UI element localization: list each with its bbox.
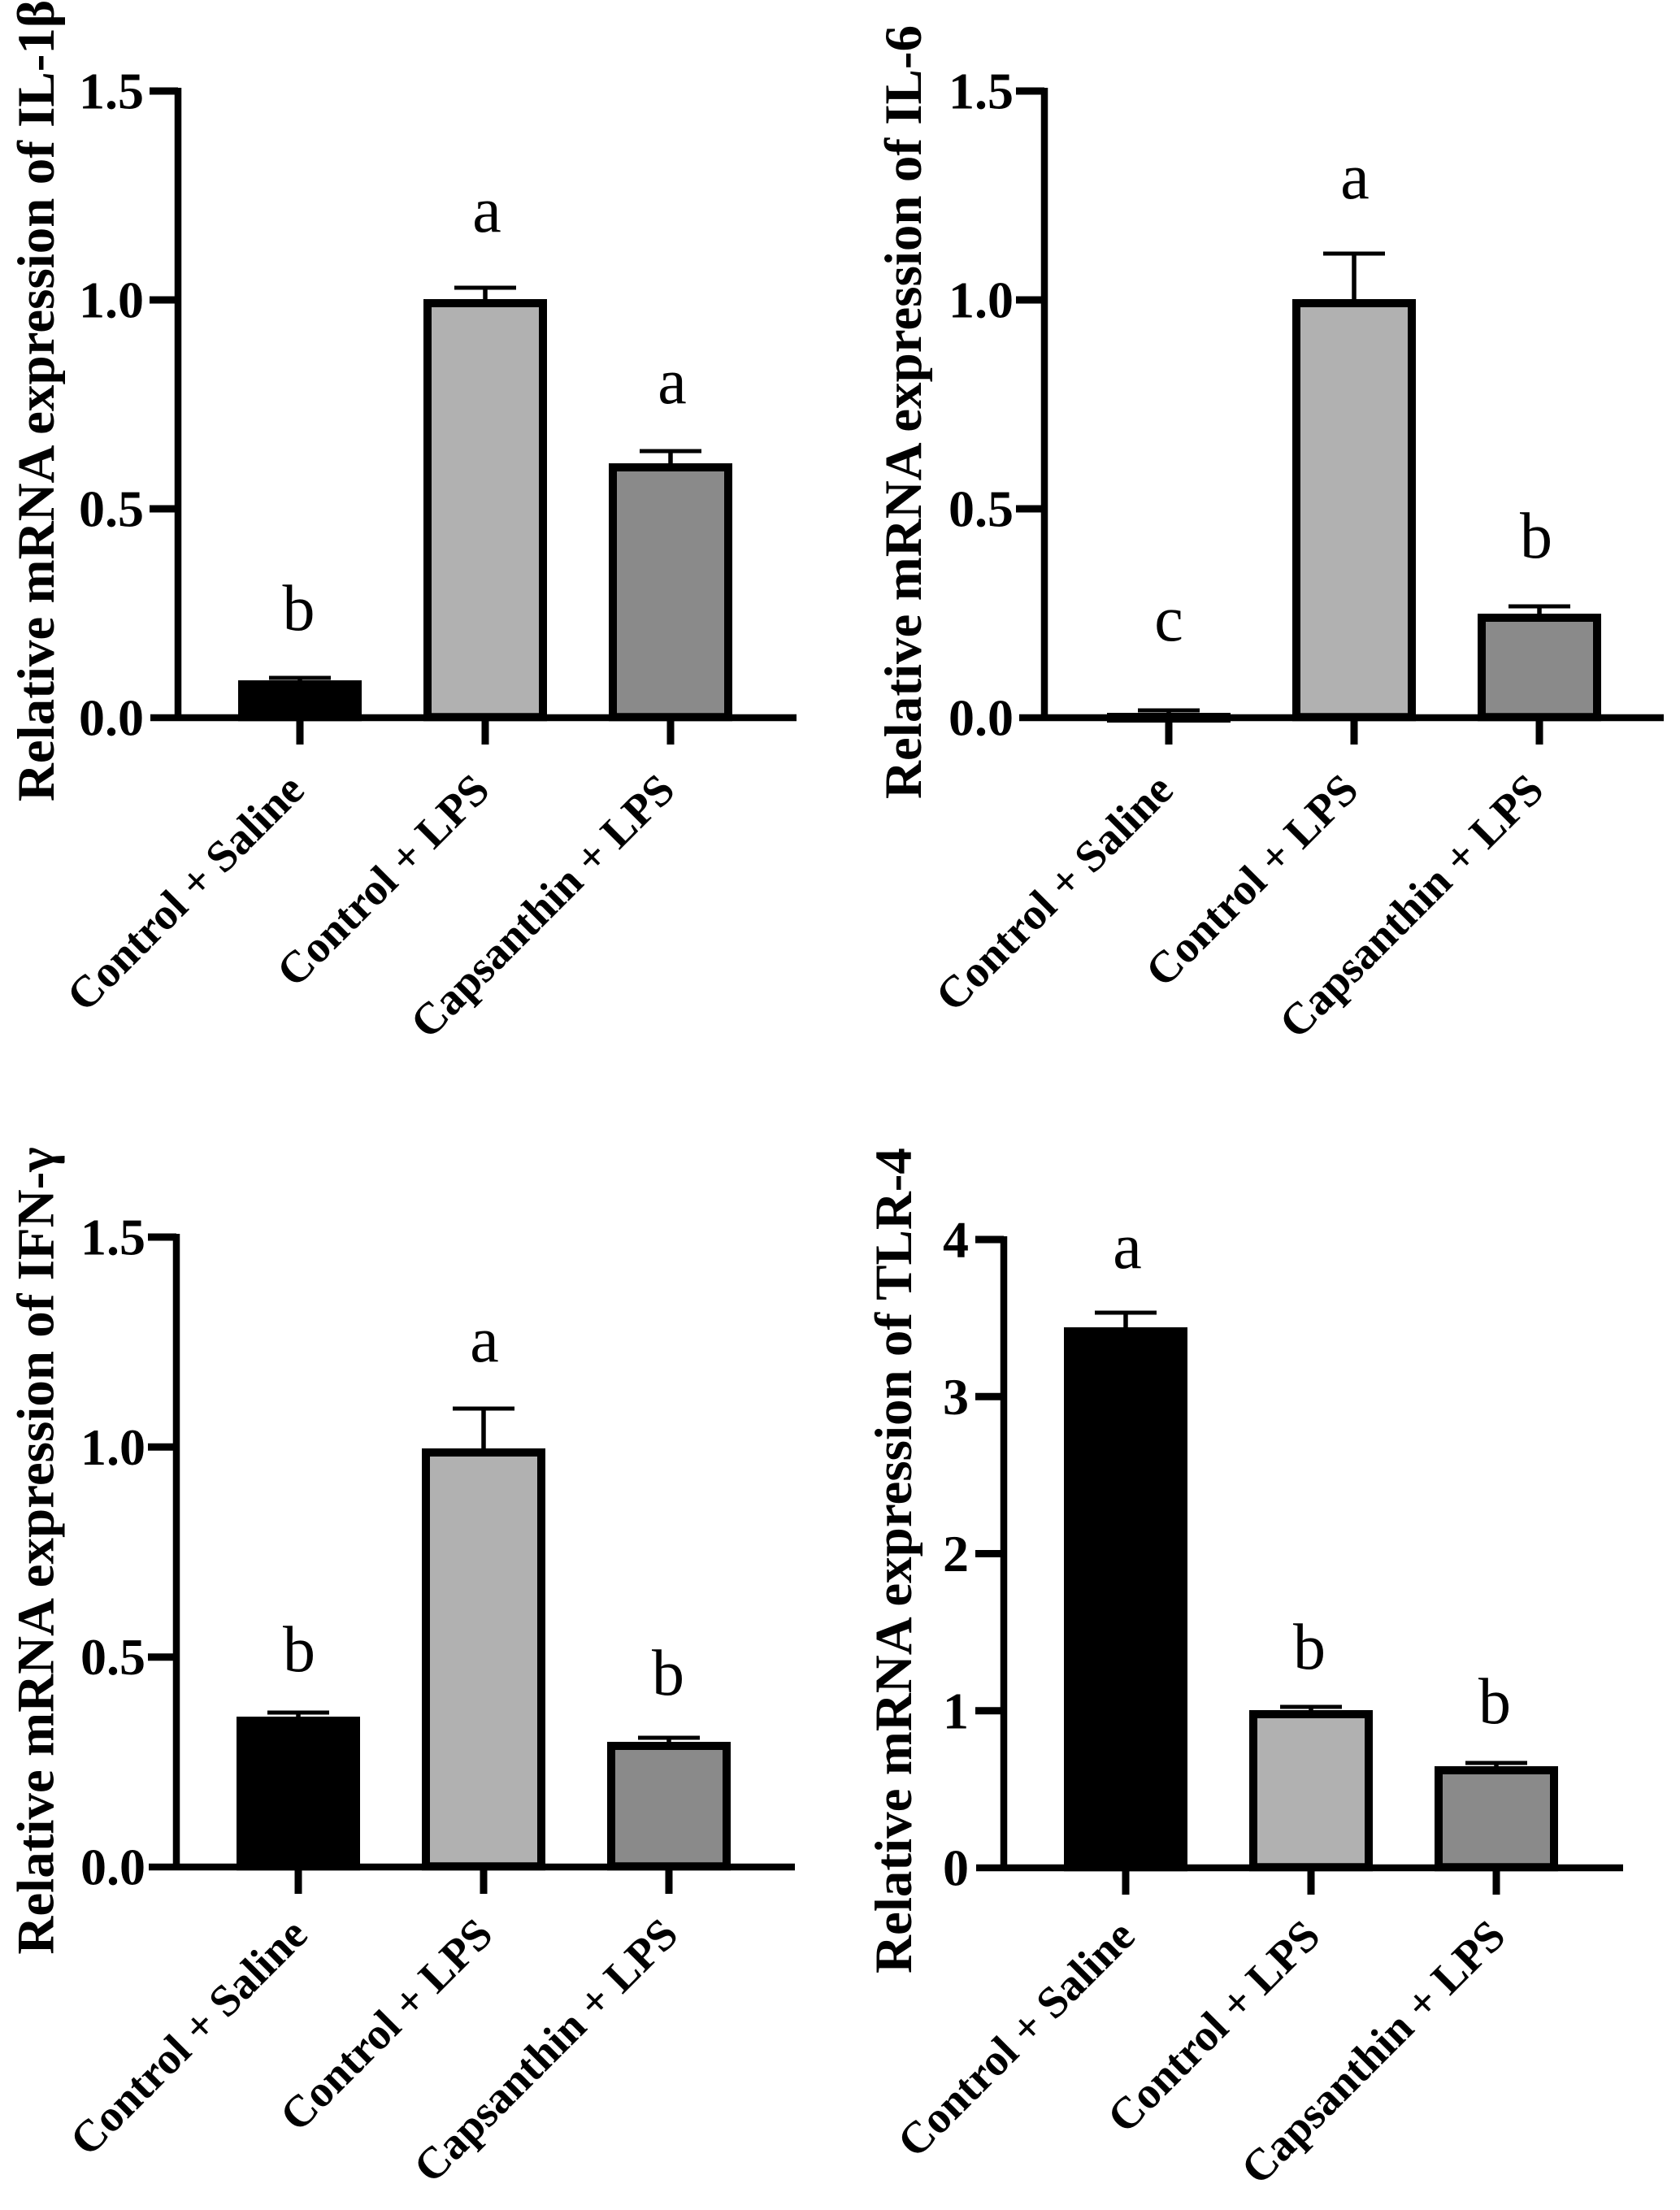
- svg-text:b: b: [1520, 501, 1552, 572]
- svg-text:Relative mRNA expression of IL: Relative mRNA expression of IL-1β: [7, 0, 66, 801]
- svg-text:0.0: 0.0: [80, 1839, 145, 1896]
- svg-text:1.5: 1.5: [80, 1209, 145, 1266]
- svg-text:a: a: [1340, 141, 1370, 213]
- svg-text:b: b: [283, 573, 315, 645]
- svg-text:a: a: [658, 346, 687, 418]
- svg-text:a: a: [1113, 1211, 1142, 1283]
- svg-text:a: a: [472, 175, 501, 246]
- svg-text:0.0: 0.0: [79, 689, 144, 747]
- svg-text:b: b: [283, 1614, 315, 1686]
- svg-text:Relative mRNA expression of TL: Relative mRNA expression of TLR-4: [865, 1148, 923, 1973]
- svg-text:0: 0: [943, 1839, 969, 1897]
- svg-text:Relative mRNA expression of IL: Relative mRNA expression of IL-6: [875, 25, 933, 799]
- svg-text:1: 1: [943, 1682, 969, 1739]
- svg-text:1.0: 1.0: [80, 1418, 145, 1476]
- svg-text:c: c: [1154, 584, 1183, 655]
- svg-text:1.0: 1.0: [949, 271, 1014, 329]
- svg-text:1.5: 1.5: [79, 63, 144, 120]
- svg-text:2: 2: [943, 1525, 969, 1583]
- svg-text:1.0: 1.0: [79, 271, 144, 329]
- svg-text:0.5: 0.5: [949, 480, 1014, 538]
- svg-text:1.5: 1.5: [949, 63, 1014, 120]
- svg-text:a: a: [470, 1305, 499, 1376]
- svg-text:4: 4: [943, 1211, 969, 1269]
- svg-text:3: 3: [943, 1368, 969, 1426]
- svg-text:0.5: 0.5: [80, 1628, 145, 1686]
- svg-text:b: b: [652, 1638, 684, 1709]
- svg-text:b: b: [1293, 1612, 1326, 1683]
- svg-text:b: b: [1478, 1666, 1511, 1738]
- svg-text:Relative mRNA expression of IF: Relative mRNA expression of IFN-γ: [7, 1147, 66, 1954]
- svg-text:0.0: 0.0: [949, 689, 1014, 747]
- svg-text:0.5: 0.5: [79, 480, 144, 538]
